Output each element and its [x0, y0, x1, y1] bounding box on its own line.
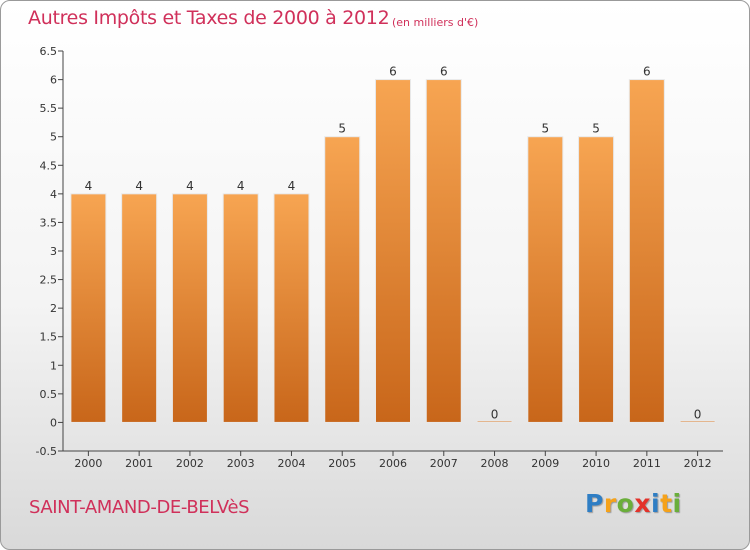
data-label: 4 [288, 179, 296, 193]
bar [527, 136, 564, 423]
logo-letter: t [660, 489, 673, 518]
y-tick-label: 1.5 [40, 331, 58, 344]
bar [425, 79, 462, 423]
logo-letter: i [651, 489, 661, 518]
data-label: 6 [440, 65, 448, 79]
y-tick-label: 0.5 [40, 388, 58, 401]
bar [121, 193, 158, 423]
data-label: 5 [541, 122, 549, 136]
bar [324, 136, 361, 423]
bar [222, 193, 259, 423]
x-tick-label: 2002 [176, 457, 204, 470]
y-tick-label: 3 [50, 245, 57, 258]
data-label: 6 [643, 65, 651, 79]
y-tick-label: 3.5 [40, 216, 58, 229]
logo-letter: r [603, 489, 617, 518]
x-tick-label: 2006 [379, 457, 407, 470]
y-tick-label: 4 [50, 188, 57, 201]
data-label: 6 [389, 65, 397, 79]
bar [679, 420, 716, 423]
y-tick-label: -0.5 [36, 445, 57, 458]
y-tick-label: 2 [50, 302, 57, 315]
logo-letter: o [616, 489, 635, 518]
data-label: 5 [338, 122, 346, 136]
y-tick-label: 5 [50, 131, 57, 144]
x-tick-label: 2000 [74, 457, 102, 470]
y-tick-label: 1 [50, 359, 57, 372]
chart-title: Autres Impôts et Taxes de 2000 à 2012 [28, 7, 390, 29]
bar [70, 193, 107, 423]
commune-name: SAINT-AMAND-DE-BELVèS [29, 497, 250, 518]
x-tick-label: 2003 [227, 457, 255, 470]
data-label: 4 [186, 179, 194, 193]
data-label: 5 [592, 122, 600, 136]
y-tick-label: 6.5 [40, 45, 58, 58]
logo-letter: i [672, 489, 682, 518]
x-tick-label: 2012 [684, 457, 712, 470]
x-tick-label: 2010 [582, 457, 610, 470]
logo-letter: P [585, 489, 604, 518]
data-label: 0 [694, 407, 702, 421]
proxiti-logo[interactable]: Proxiti [585, 489, 682, 518]
logo-letter: x [634, 489, 651, 518]
y-tick-label: 2.5 [40, 274, 58, 287]
x-tick-label: 2009 [531, 457, 559, 470]
x-tick-label: 2011 [633, 457, 661, 470]
x-tick-label: 2001 [125, 457, 153, 470]
data-label: 4 [135, 179, 143, 193]
y-tick-label: 4.5 [40, 159, 58, 172]
y-tick-label: 5.5 [40, 102, 58, 115]
bar [628, 79, 665, 423]
bar [578, 136, 615, 423]
bar [375, 79, 411, 423]
bar [273, 193, 310, 423]
bar [171, 193, 208, 423]
y-tick-label: 6 [50, 74, 57, 87]
x-tick-label: 2005 [328, 457, 356, 470]
data-label: 4 [85, 179, 93, 193]
x-tick-label: 2008 [481, 457, 509, 470]
chart-subtitle: (en milliers d'€) [392, 16, 479, 29]
y-tick-label: 0 [50, 416, 57, 429]
x-tick-label: 2007 [430, 457, 458, 470]
x-tick-label: 2004 [277, 457, 305, 470]
data-label: 0 [491, 407, 499, 421]
bar [476, 420, 513, 423]
data-label: 4 [237, 179, 245, 193]
